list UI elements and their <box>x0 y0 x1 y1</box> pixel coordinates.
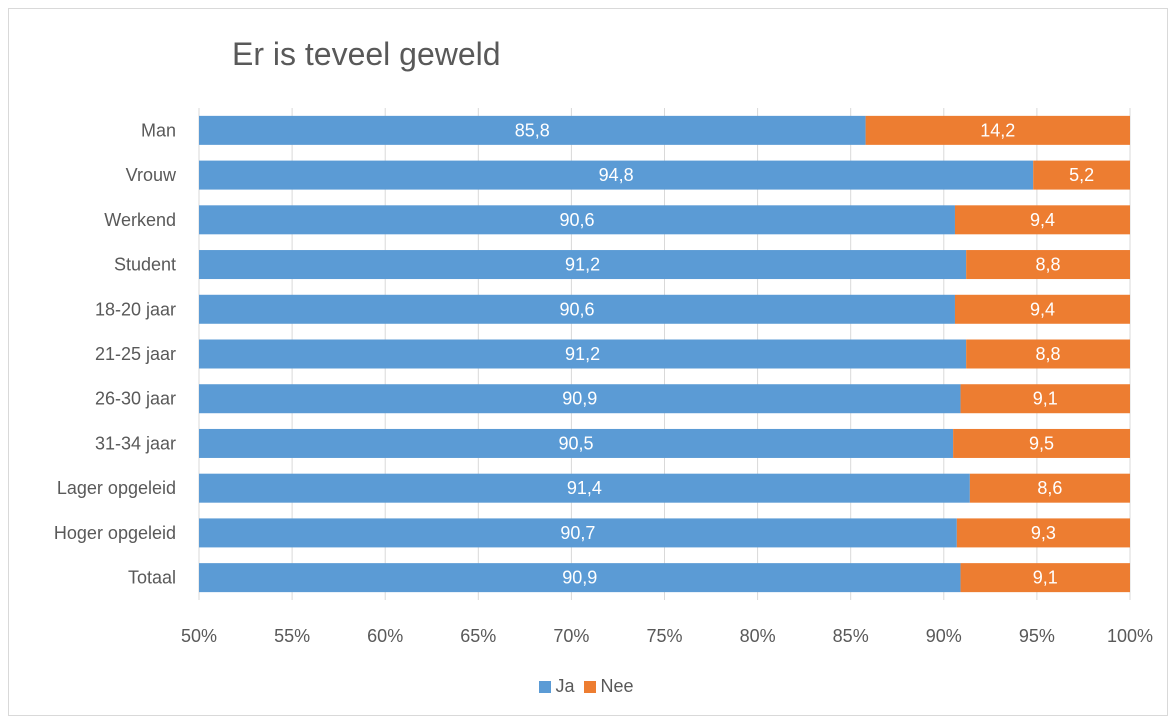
x-tick-label: 60% <box>367 626 403 646</box>
category-label: Man <box>141 120 176 140</box>
x-tick-label: 80% <box>740 626 776 646</box>
category-label: Werkend <box>104 210 176 230</box>
data-label: 91,2 <box>565 255 600 275</box>
bar-nee <box>954 205 1130 235</box>
bar-ja <box>199 294 955 324</box>
category-label: 31-34 jaar <box>95 433 176 453</box>
bar-nee <box>865 115 1130 145</box>
chart-legend: Ja Nee <box>0 676 1173 697</box>
bar-nee <box>960 563 1130 593</box>
category-label: Student <box>114 255 176 275</box>
data-label: 9,5 <box>1029 433 1054 453</box>
category-label: 18-20 jaar <box>95 299 176 319</box>
data-label: 90,7 <box>560 523 595 543</box>
bar-nee <box>953 428 1130 458</box>
bar-nee <box>966 250 1130 280</box>
chart-title: Er is teveel geweld <box>232 36 501 72</box>
legend-swatch-ja <box>539 680 552 693</box>
bar-nee <box>966 339 1130 369</box>
bar-ja <box>199 250 967 280</box>
data-label: 94,8 <box>599 165 634 185</box>
bar-nee <box>960 384 1130 414</box>
legend-swatch-nee <box>584 680 597 693</box>
category-label: Lager opgeleid <box>57 478 176 498</box>
data-label: 9,3 <box>1031 523 1056 543</box>
bar-nee <box>954 294 1130 324</box>
data-label: 9,4 <box>1030 210 1055 230</box>
category-label: 21-25 jaar <box>95 344 176 364</box>
data-label: 8,6 <box>1037 478 1062 498</box>
legend-item-nee: Nee <box>584 676 634 697</box>
data-label: 90,9 <box>562 568 597 588</box>
bar-nee <box>1033 160 1130 190</box>
bar-ja <box>199 384 961 414</box>
data-label: 90,6 <box>559 299 594 319</box>
x-tick-label: 100% <box>1107 626 1153 646</box>
x-tick-label: 90% <box>926 626 962 646</box>
bar-nee <box>956 518 1130 548</box>
bar-ja <box>199 518 957 548</box>
data-label: 8,8 <box>1036 255 1061 275</box>
x-tick-label: 65% <box>460 626 496 646</box>
legend-label-ja: Ja <box>555 676 575 696</box>
category-label: Vrouw <box>126 165 177 185</box>
x-tick-label: 85% <box>833 626 869 646</box>
x-tick-label: 75% <box>646 626 682 646</box>
data-label: 8,8 <box>1036 344 1061 364</box>
data-label: 91,4 <box>567 478 602 498</box>
bar-nee <box>969 473 1130 503</box>
legend-label-nee: Nee <box>600 676 634 696</box>
bar-ja <box>199 205 955 235</box>
legend-item-ja: Ja <box>539 676 574 697</box>
x-tick-label: 55% <box>274 626 310 646</box>
data-label: 9,4 <box>1030 299 1055 319</box>
bar-ja <box>199 160 1034 190</box>
data-label: 9,1 <box>1033 568 1058 588</box>
category-label: Hoger opgeleid <box>54 523 176 543</box>
bar-ja <box>199 115 866 145</box>
data-label: 90,9 <box>562 389 597 409</box>
x-tick-label: 50% <box>181 626 217 646</box>
x-tick-label: 70% <box>553 626 589 646</box>
bar-ja <box>199 339 967 369</box>
data-label: 85,8 <box>515 120 550 140</box>
data-label: 5,2 <box>1069 165 1094 185</box>
data-label: 90,6 <box>559 210 594 230</box>
category-label: 26-30 jaar <box>95 389 176 409</box>
data-label: 14,2 <box>980 120 1015 140</box>
bar-ja <box>199 473 970 503</box>
data-label: 91,2 <box>565 344 600 364</box>
category-label: Totaal <box>128 568 176 588</box>
bar-ja <box>199 428 954 458</box>
x-tick-label: 95% <box>1019 626 1055 646</box>
data-label: 9,1 <box>1033 389 1058 409</box>
bar-ja <box>199 563 961 593</box>
data-label: 90,5 <box>559 433 594 453</box>
